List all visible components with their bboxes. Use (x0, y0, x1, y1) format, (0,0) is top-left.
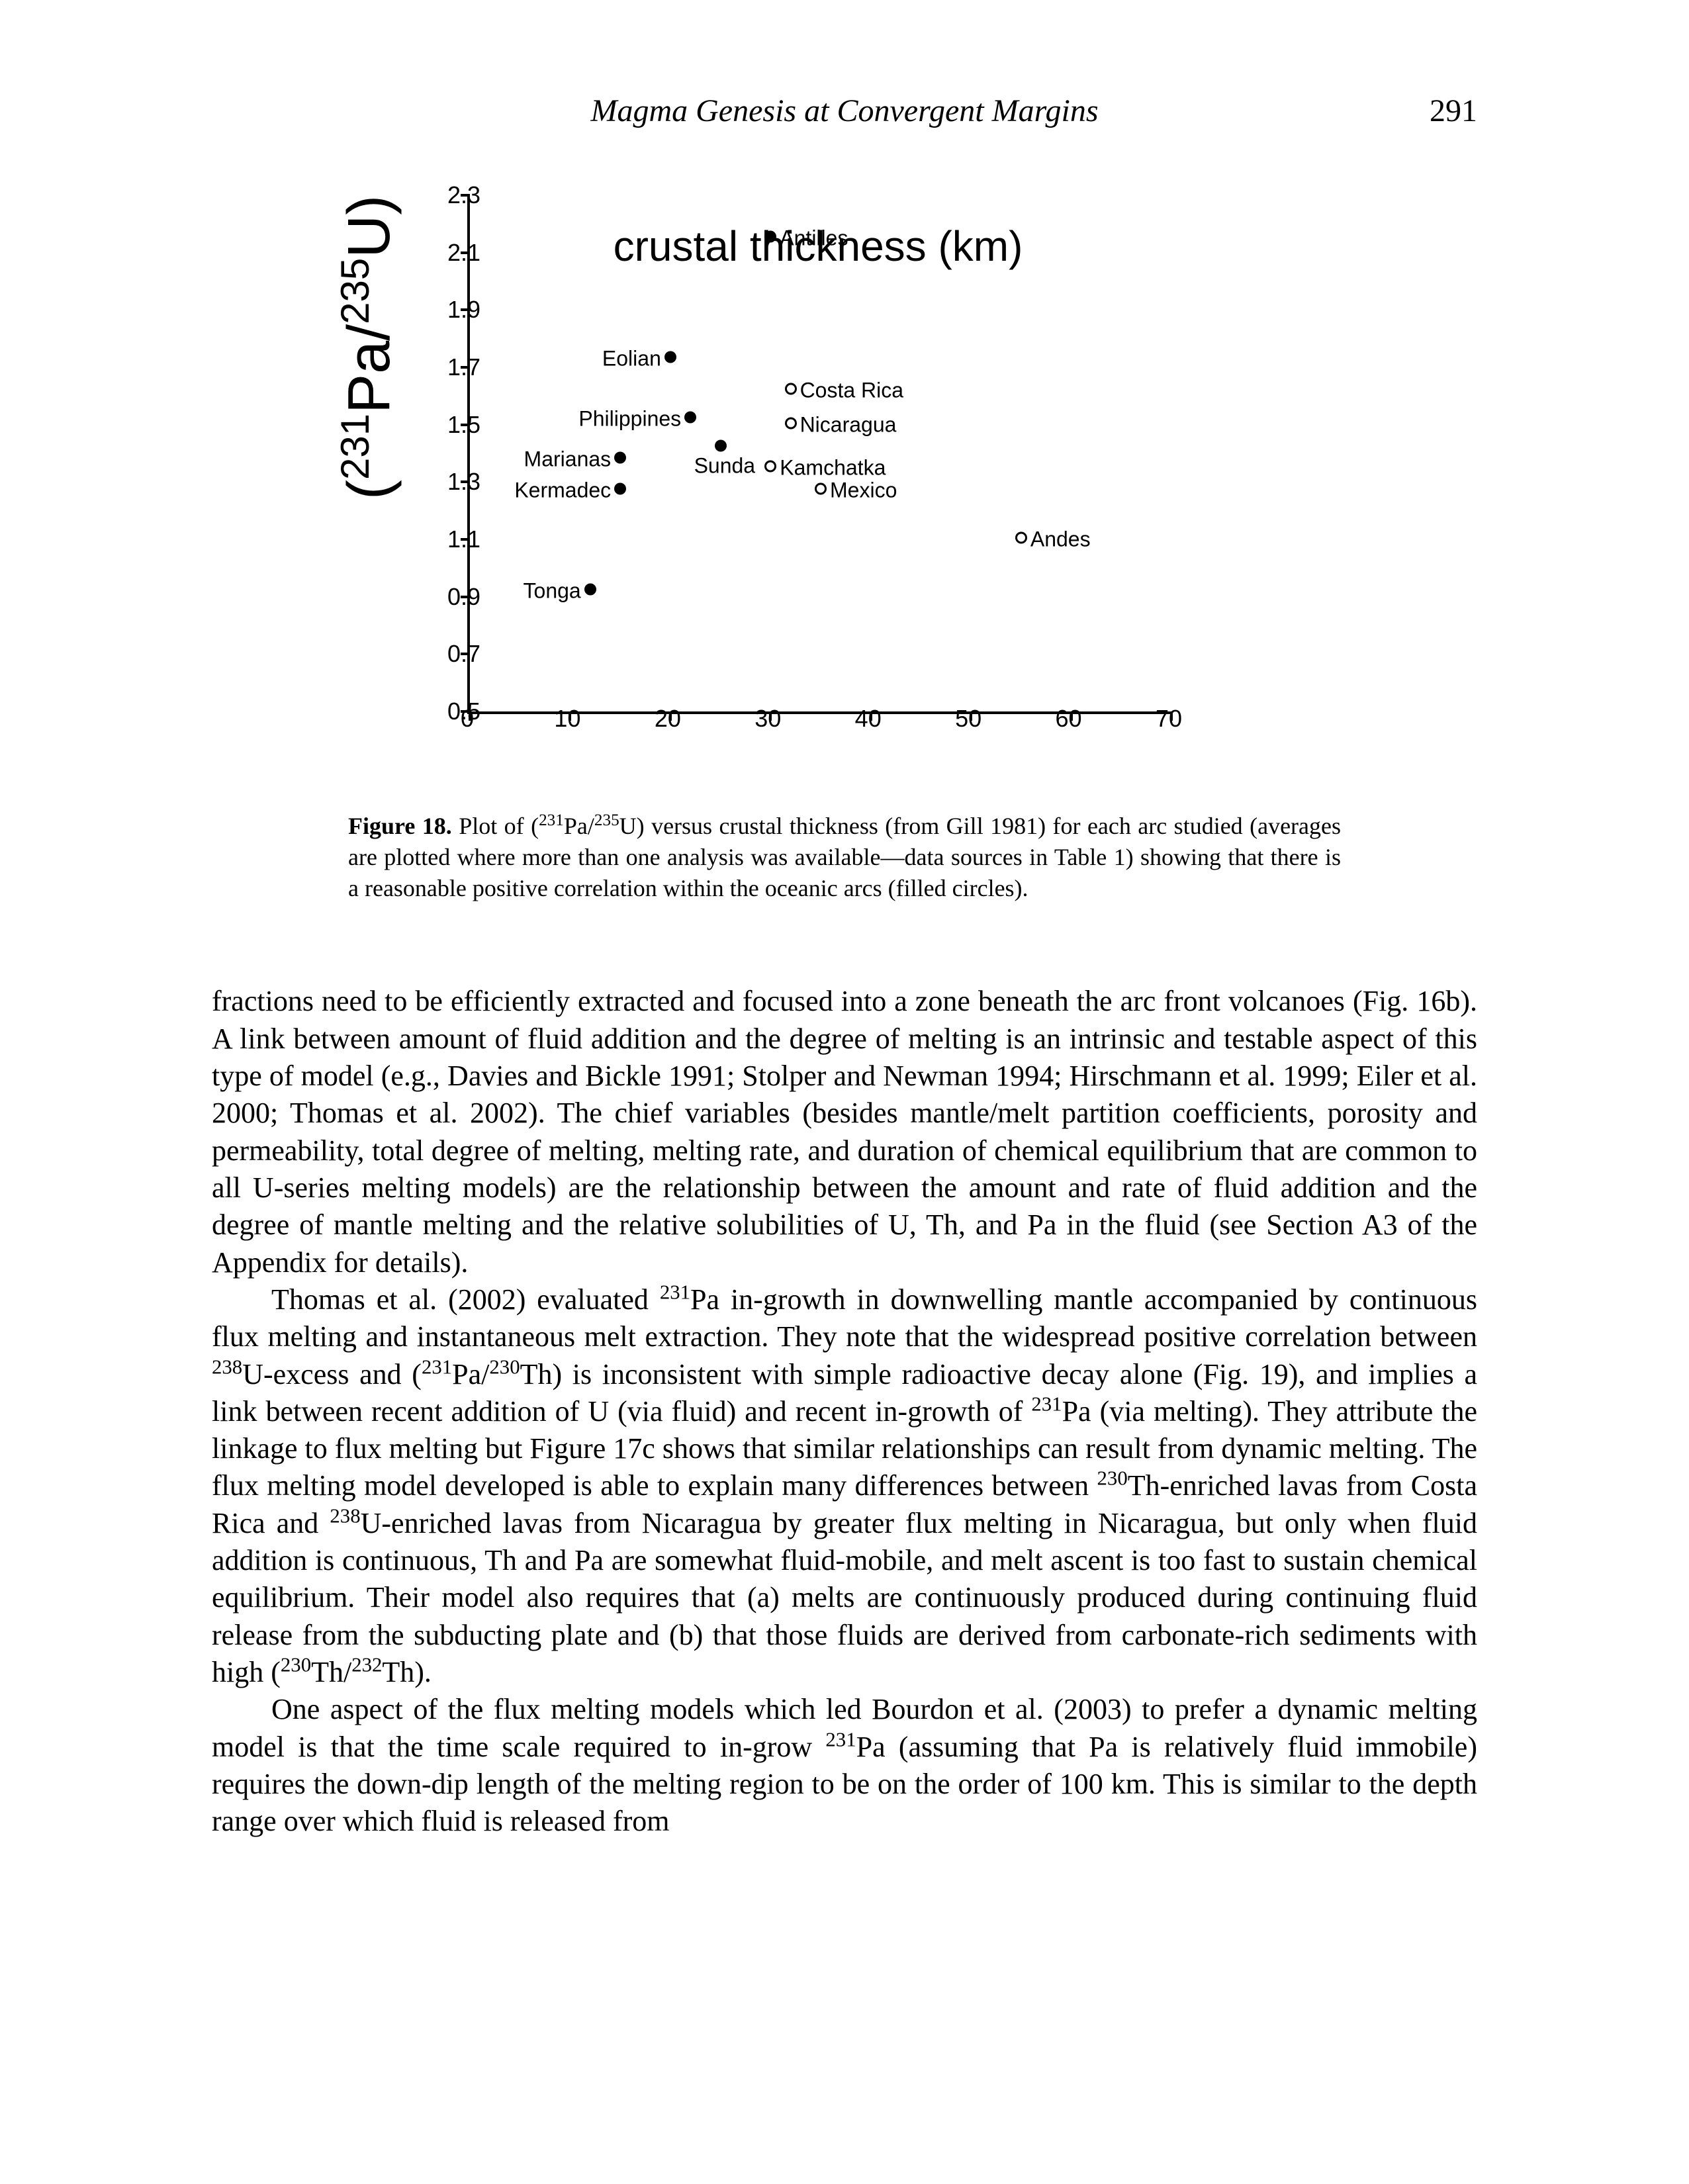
open-circle-icon (1015, 532, 1027, 544)
data-point (614, 483, 626, 498)
point-label: Eolian (602, 347, 661, 371)
page: Magma Genesis at Convergent Margins 291 … (0, 0, 1689, 2184)
plot-box: Antilles Eolian Costa Rica Philippines Nicar… (394, 182, 1189, 778)
y-axis-label: (231Pa/235U) (332, 460, 404, 500)
point-label: Mexico (830, 478, 897, 503)
x-tick-label: 20 (648, 705, 688, 733)
data-point (764, 460, 776, 475)
data-point (764, 231, 776, 246)
point-label: Kamchatka (780, 455, 886, 480)
data-point (614, 451, 626, 467)
open-circle-icon (785, 417, 797, 429)
filled-circle-icon (614, 483, 626, 495)
y-tick-label: 1.3 (421, 468, 480, 496)
plot-area: Antilles Eolian Costa Rica Philippines Nicar… (467, 195, 1171, 714)
x-tick-label: 50 (948, 705, 988, 733)
y-tick-label: 0.9 (421, 583, 480, 611)
filled-circle-icon (614, 451, 626, 463)
figure-18: (231Pa/235U) AntillesEolianCosta RicaPhi… (348, 182, 1341, 903)
paragraph-1: fractions need to be efficiently extract… (212, 983, 1477, 1281)
figure-caption: Figure 18. Plot of (231Pa/235U) versus c… (348, 811, 1341, 903)
chart-wrap: (231Pa/235U) AntillesEolianCosta RicaPhi… (348, 182, 1341, 778)
paragraph-3: One aspect of the flux melting models wh… (212, 1691, 1477, 1840)
page-number: 291 (1430, 93, 1477, 129)
y-tick-label: 0.7 (421, 640, 480, 668)
open-circle-icon (815, 483, 827, 495)
y-tick-label: 2.3 (421, 181, 480, 209)
y-tick-label: 1.5 (421, 411, 480, 439)
point-label: Nicaragua (800, 412, 897, 437)
body-text: fractions need to be efficiently extract… (212, 983, 1477, 1840)
data-point (785, 383, 797, 398)
point-label: Costa Rica (800, 378, 904, 402)
point-label: Marianas (524, 447, 612, 471)
point-label: Antilles (780, 226, 848, 251)
y-tick-label: 1.7 (421, 353, 480, 381)
data-point (785, 417, 797, 432)
filled-circle-icon (684, 412, 696, 424)
open-circle-icon (785, 383, 797, 394)
x-tick-label: 10 (547, 705, 587, 733)
open-circle-icon (764, 460, 776, 472)
paragraph-2: Thomas et al. (2002) evaluated 231Pa in-… (212, 1281, 1477, 1691)
filled-circle-icon (584, 584, 596, 596)
y-tick-label: 1.1 (421, 525, 480, 553)
point-label: Kermadec (514, 478, 611, 503)
x-tick-label: 30 (748, 705, 788, 733)
data-point (584, 584, 596, 599)
filled-circle-icon (664, 351, 676, 363)
caption-text: Plot of (231Pa/235U) versus crustal thic… (348, 813, 1341, 901)
data-point (715, 440, 727, 455)
filled-circle-icon (715, 440, 727, 452)
y-tick-label: 1.9 (421, 296, 480, 324)
point-label: Andes (1030, 527, 1091, 552)
point-label: Philippines (578, 407, 681, 432)
header-title: Magma Genesis at Convergent Margins (212, 93, 1477, 129)
x-tick-label: 40 (848, 705, 888, 733)
point-label: Sunda (694, 454, 756, 478)
data-point (684, 412, 696, 427)
data-point (815, 483, 827, 498)
x-tick-label: 70 (1149, 705, 1189, 733)
x-tick-label: 60 (1049, 705, 1089, 733)
running-header: Magma Genesis at Convergent Margins (212, 93, 1477, 129)
caption-label: Figure 18. (348, 813, 452, 839)
y-tick-label: 2.1 (421, 239, 480, 267)
x-tick-label: 0 (447, 705, 487, 733)
filled-circle-icon (764, 231, 776, 243)
data-point (664, 351, 676, 367)
point-label: Tonga (524, 579, 581, 604)
data-point (1015, 532, 1027, 547)
